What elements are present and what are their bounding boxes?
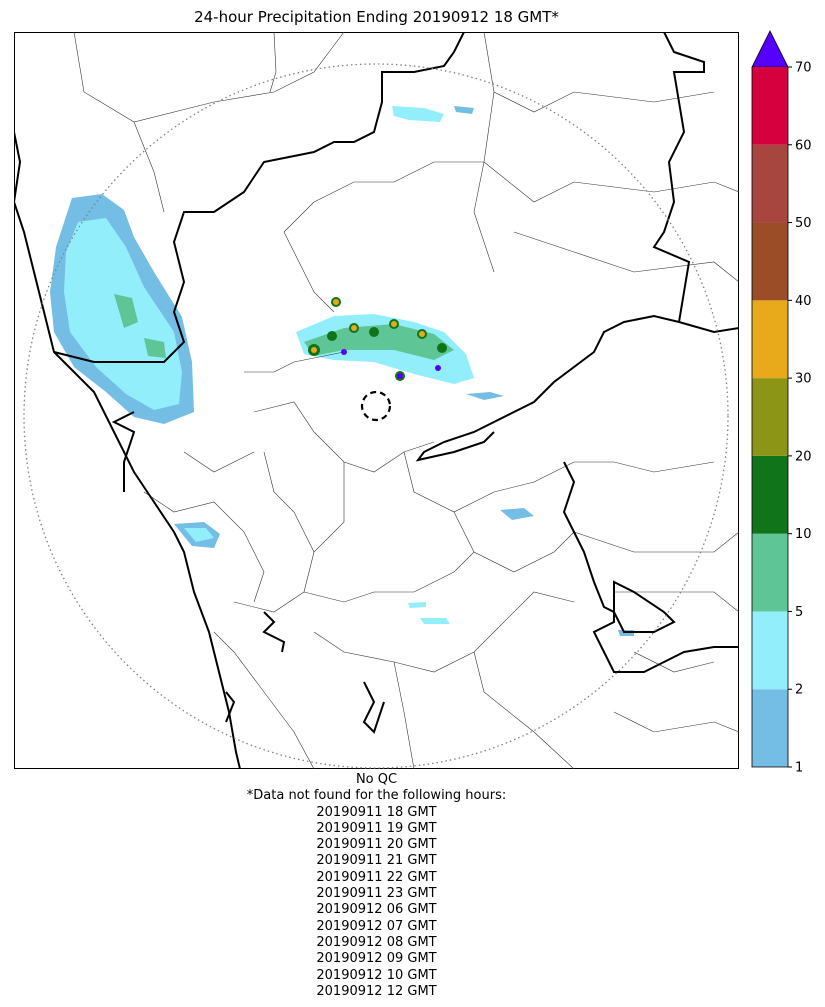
- rain-area-south-3: [420, 618, 450, 624]
- rain-area-south-2: [408, 602, 426, 608]
- colorbar-segment: [752, 144, 788, 223]
- missing-hour: 20190912 08 GMT: [316, 934, 437, 950]
- rain-area-central-heavy: [304, 324, 454, 360]
- colorbar-extend-triangle: [751, 30, 789, 68]
- colorbar-tick-label: 5: [795, 605, 803, 620]
- colorbar-segment: [752, 689, 788, 767]
- state-boundaries: [14, 32, 739, 769]
- missing-hour: 20190911 22 GMT: [316, 869, 437, 885]
- precipitation-map: [14, 32, 739, 769]
- colorbar-segment: [752, 67, 788, 145]
- missing-hour: 20190912 10 GMT: [316, 967, 437, 983]
- colorbar-tick-label: 20: [795, 449, 812, 464]
- missing-hour: 20190911 19 GMT: [316, 820, 437, 836]
- colorbar-tick-label: 1: [795, 761, 803, 776]
- rain-area-west-coast-heavy: [114, 294, 138, 328]
- missing-hours-header: *Data not found for the following hours:: [246, 788, 507, 804]
- colorbar-tick-label: 60: [795, 138, 812, 153]
- rain-area-north: [392, 106, 444, 122]
- rain-area-southeast: [500, 508, 534, 520]
- colorbar-tick-label: 70: [795, 61, 812, 76]
- radar-site-marker: [360, 390, 392, 422]
- map-title: 24-hour Precipitation Ending 20190912 18…: [194, 8, 559, 26]
- rain-cells-central: [308, 297, 447, 381]
- colorbar-segment: [752, 533, 788, 612]
- rain-area-west-coast-heavy-2: [144, 338, 166, 358]
- missing-hour: 20190912 06 GMT: [316, 902, 437, 918]
- rain-area-south-core: [184, 528, 214, 542]
- precipitation-layer: [50, 106, 634, 636]
- missing-hour: 20190911 20 GMT: [316, 837, 437, 853]
- colorbar-segment: [752, 300, 788, 379]
- radar-range-ring: [23, 63, 729, 769]
- missing-hour: 20190912 12 GMT: [316, 983, 437, 999]
- missing-hour: 20190911 18 GMT: [316, 804, 437, 820]
- colorbar-tick-label: 40: [795, 294, 812, 309]
- colorbar-segment: [752, 611, 788, 690]
- colorbar-tick-label: 50: [795, 216, 812, 231]
- rain-area-north-2: [454, 106, 474, 114]
- missing-hour: 20190912 07 GMT: [316, 918, 437, 934]
- notes: No QC *Data not found for the following …: [14, 772, 739, 1000]
- colorbar-tick-label: 30: [795, 372, 812, 387]
- colorbar-tick-label: 10: [795, 527, 812, 542]
- rain-cells-central-intense: [311, 299, 425, 353]
- rain-area-east: [466, 392, 504, 400]
- colorbar-tick-label: 2: [795, 683, 803, 698]
- colorbar-segment: [752, 378, 788, 456]
- colorbar-segment: [752, 222, 788, 301]
- colorbar-outline: [751, 67, 789, 768]
- qc-note: No QC: [355, 772, 398, 787]
- missing-hour: 20190911 21 GMT: [316, 853, 437, 869]
- missing-hour: 20190912 09 GMT: [316, 951, 437, 967]
- colorbar-segment: [752, 455, 788, 534]
- district-boundaries: [73, 32, 739, 769]
- missing-hour: 20190911 23 GMT: [316, 886, 437, 902]
- colorbar: 1 2 5 10 20 30 40 50 60 70: [751, 30, 812, 776]
